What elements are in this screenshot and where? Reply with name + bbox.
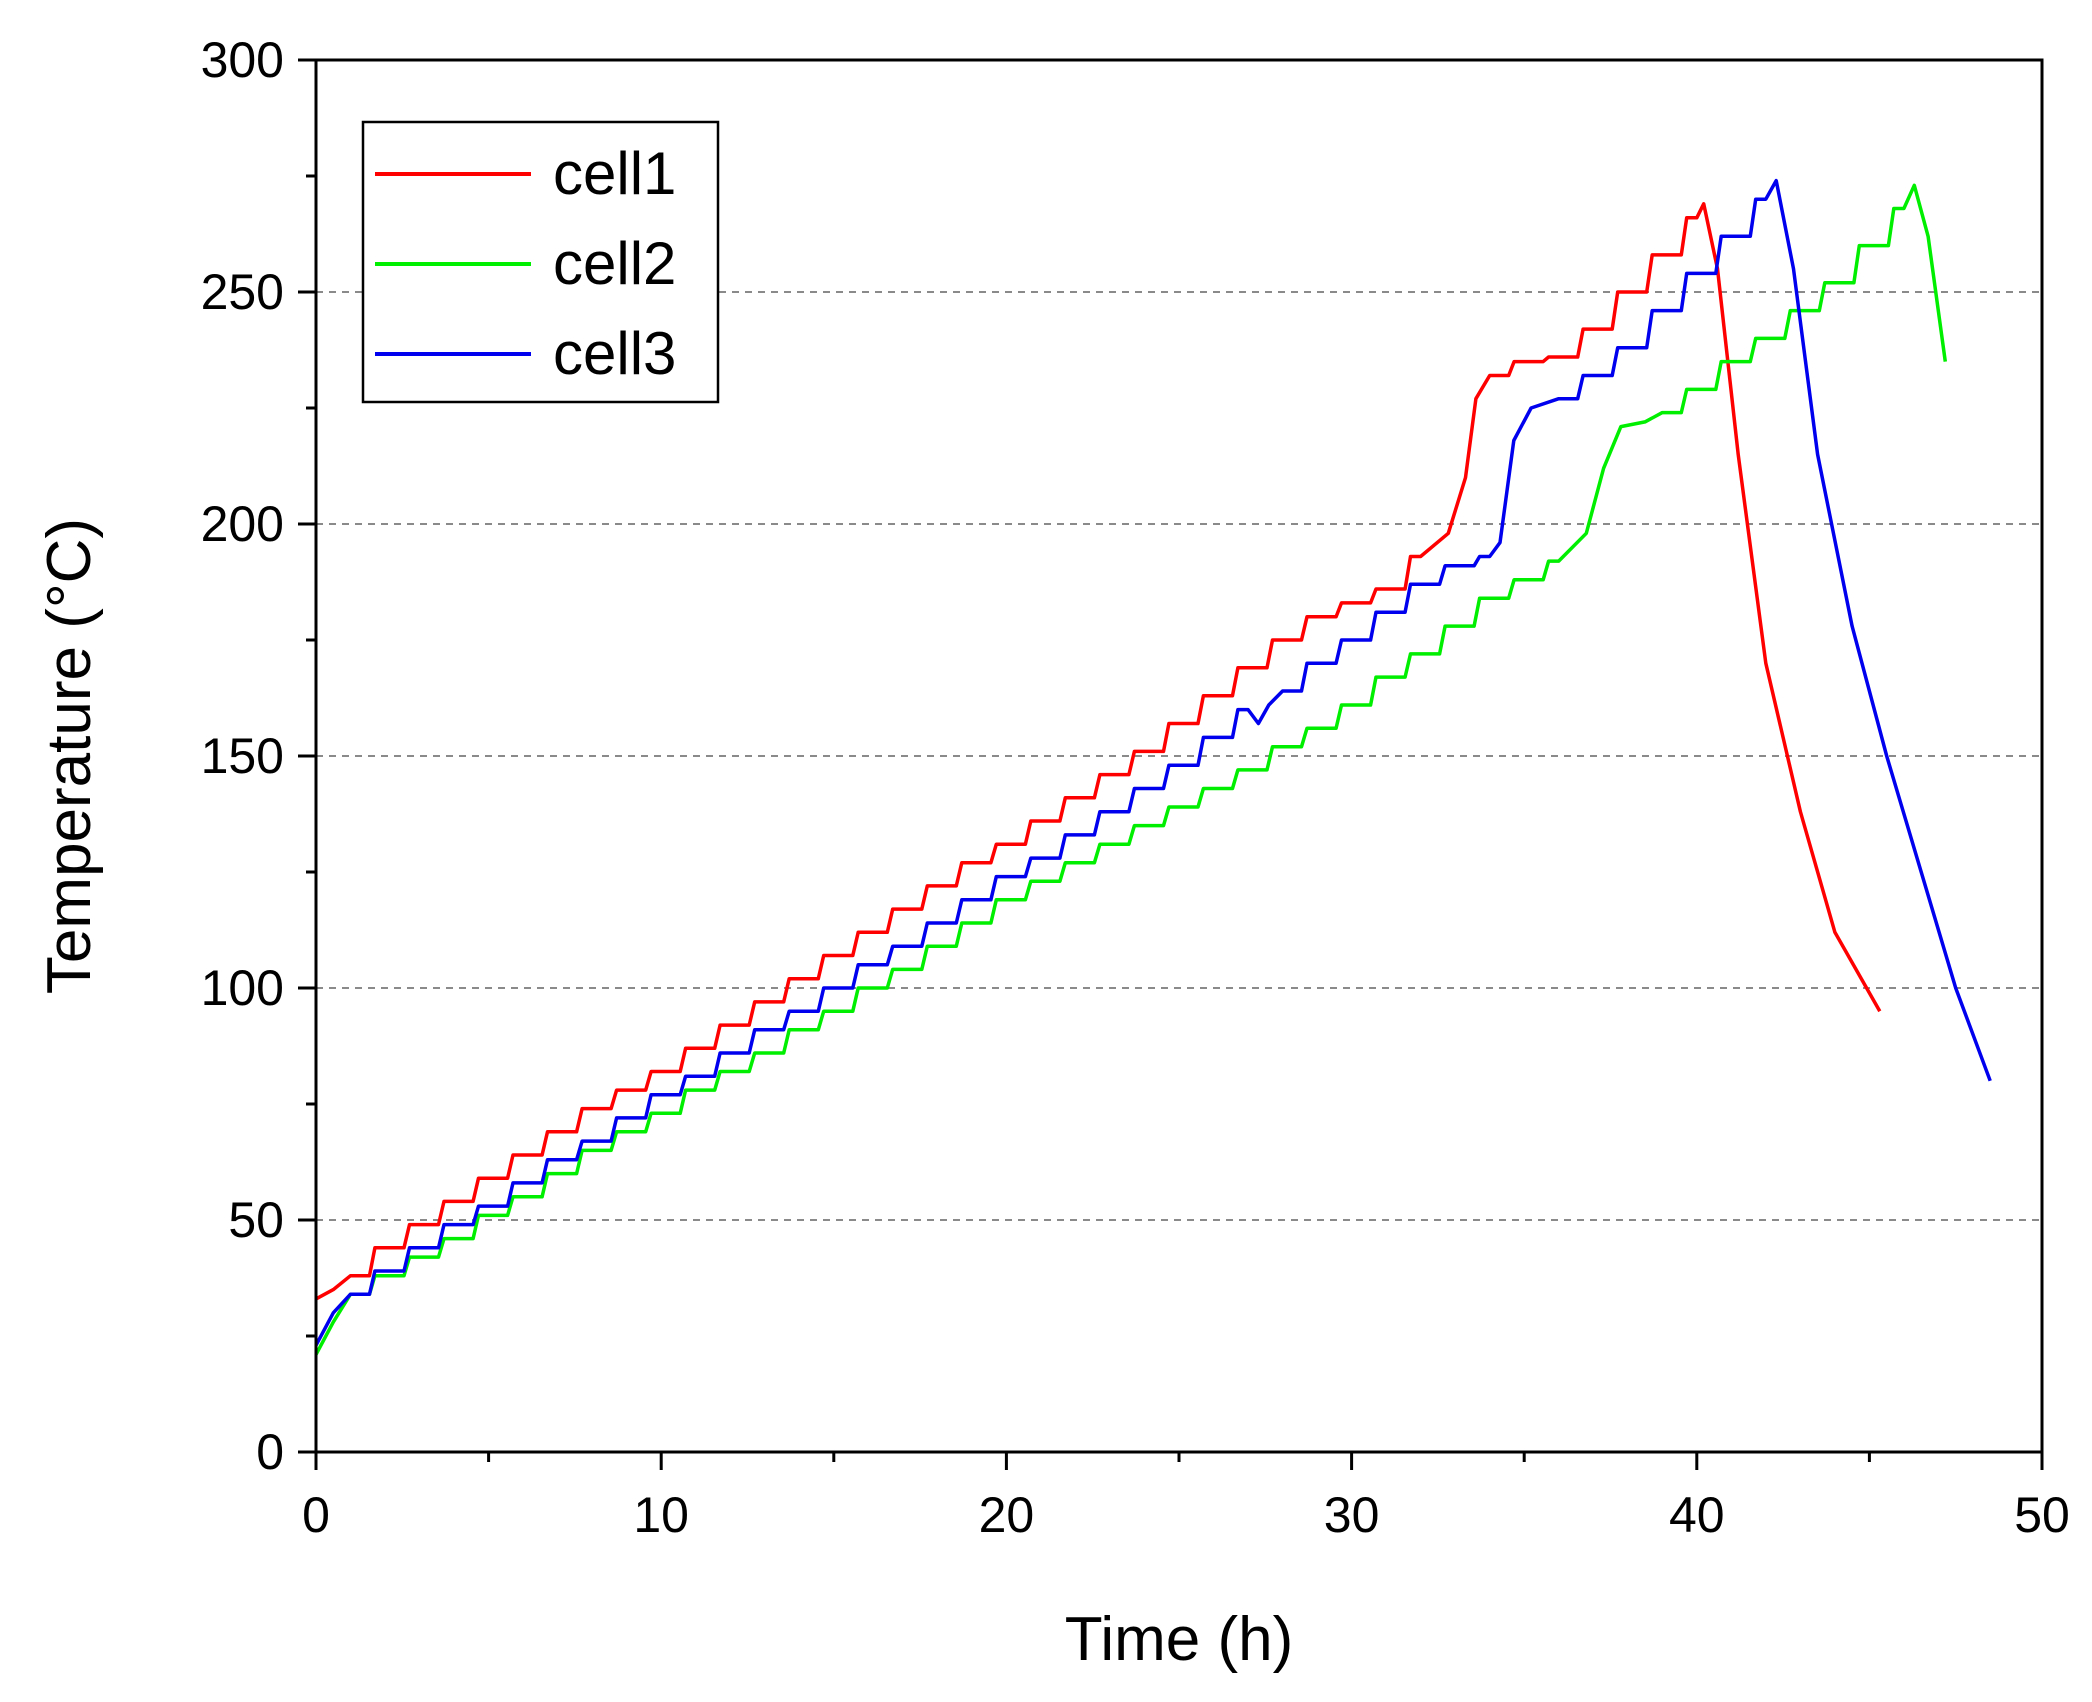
tick-labels: 0 50 100 150 200 250 300 0 10 20 30 40 50: [201, 32, 2070, 1543]
y-tick-label: 150: [201, 728, 284, 784]
series-line-cell3: [314, 178, 1992, 1347]
legend-label-cell3: cell3: [553, 320, 676, 387]
y-tick-label: 200: [201, 496, 284, 552]
x-tick-label: 30: [1324, 1487, 1380, 1543]
series-line-cell1: [315, 202, 1882, 1301]
y-tick-label: 50: [228, 1192, 284, 1248]
x-tick-label: 40: [1669, 1487, 1725, 1543]
x-tick-label: 50: [2014, 1487, 2070, 1543]
series-lines: [314, 178, 1992, 1356]
gridlines: [316, 291, 2042, 1221]
legend-label-cell1: cell1: [553, 140, 676, 207]
x-tick-label: 20: [979, 1487, 1035, 1543]
y-axis-title: Temperature (°C): [35, 518, 104, 994]
series-line-cell2: [314, 183, 1948, 1356]
x-axis-title: Time (h): [1065, 1605, 1293, 1674]
x-tick-label: 10: [633, 1487, 689, 1543]
y-tick-label: 100: [201, 960, 284, 1016]
y-tick-label: 300: [201, 32, 284, 88]
y-tick-label: 0: [256, 1424, 284, 1480]
y-tick-label: 250: [201, 264, 284, 320]
legend-label-cell2: cell2: [553, 230, 676, 297]
legend: cell1 cell2 cell3: [361, 120, 720, 404]
x-tick-label: 0: [302, 1487, 330, 1543]
axis-ticks: [298, 58, 2044, 1470]
